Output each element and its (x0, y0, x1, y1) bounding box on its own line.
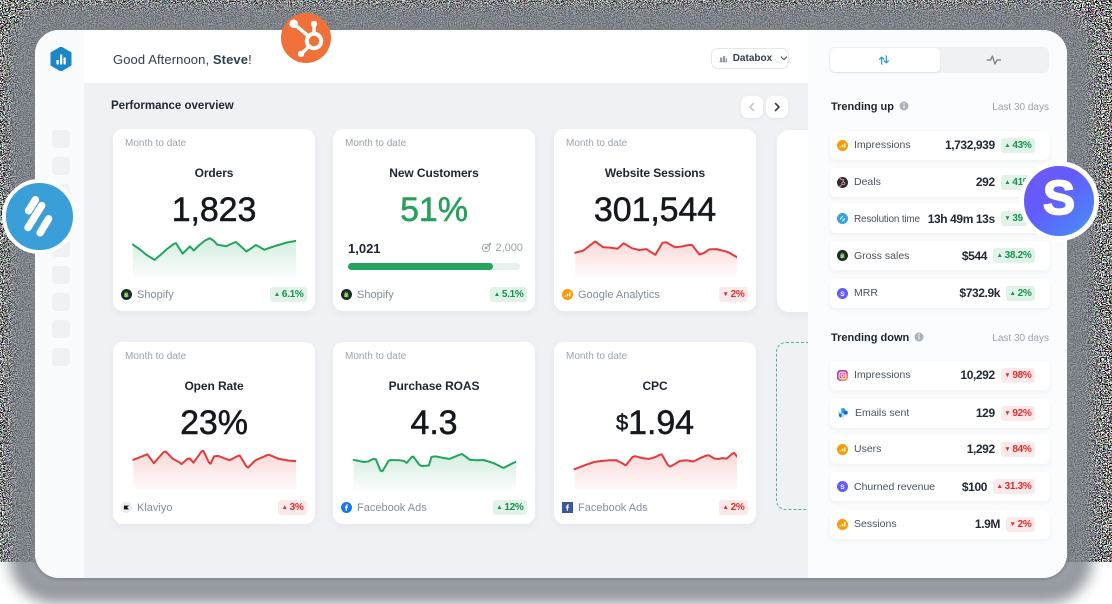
svg-text:S: S (840, 290, 845, 297)
svg-text:S: S (840, 484, 845, 491)
